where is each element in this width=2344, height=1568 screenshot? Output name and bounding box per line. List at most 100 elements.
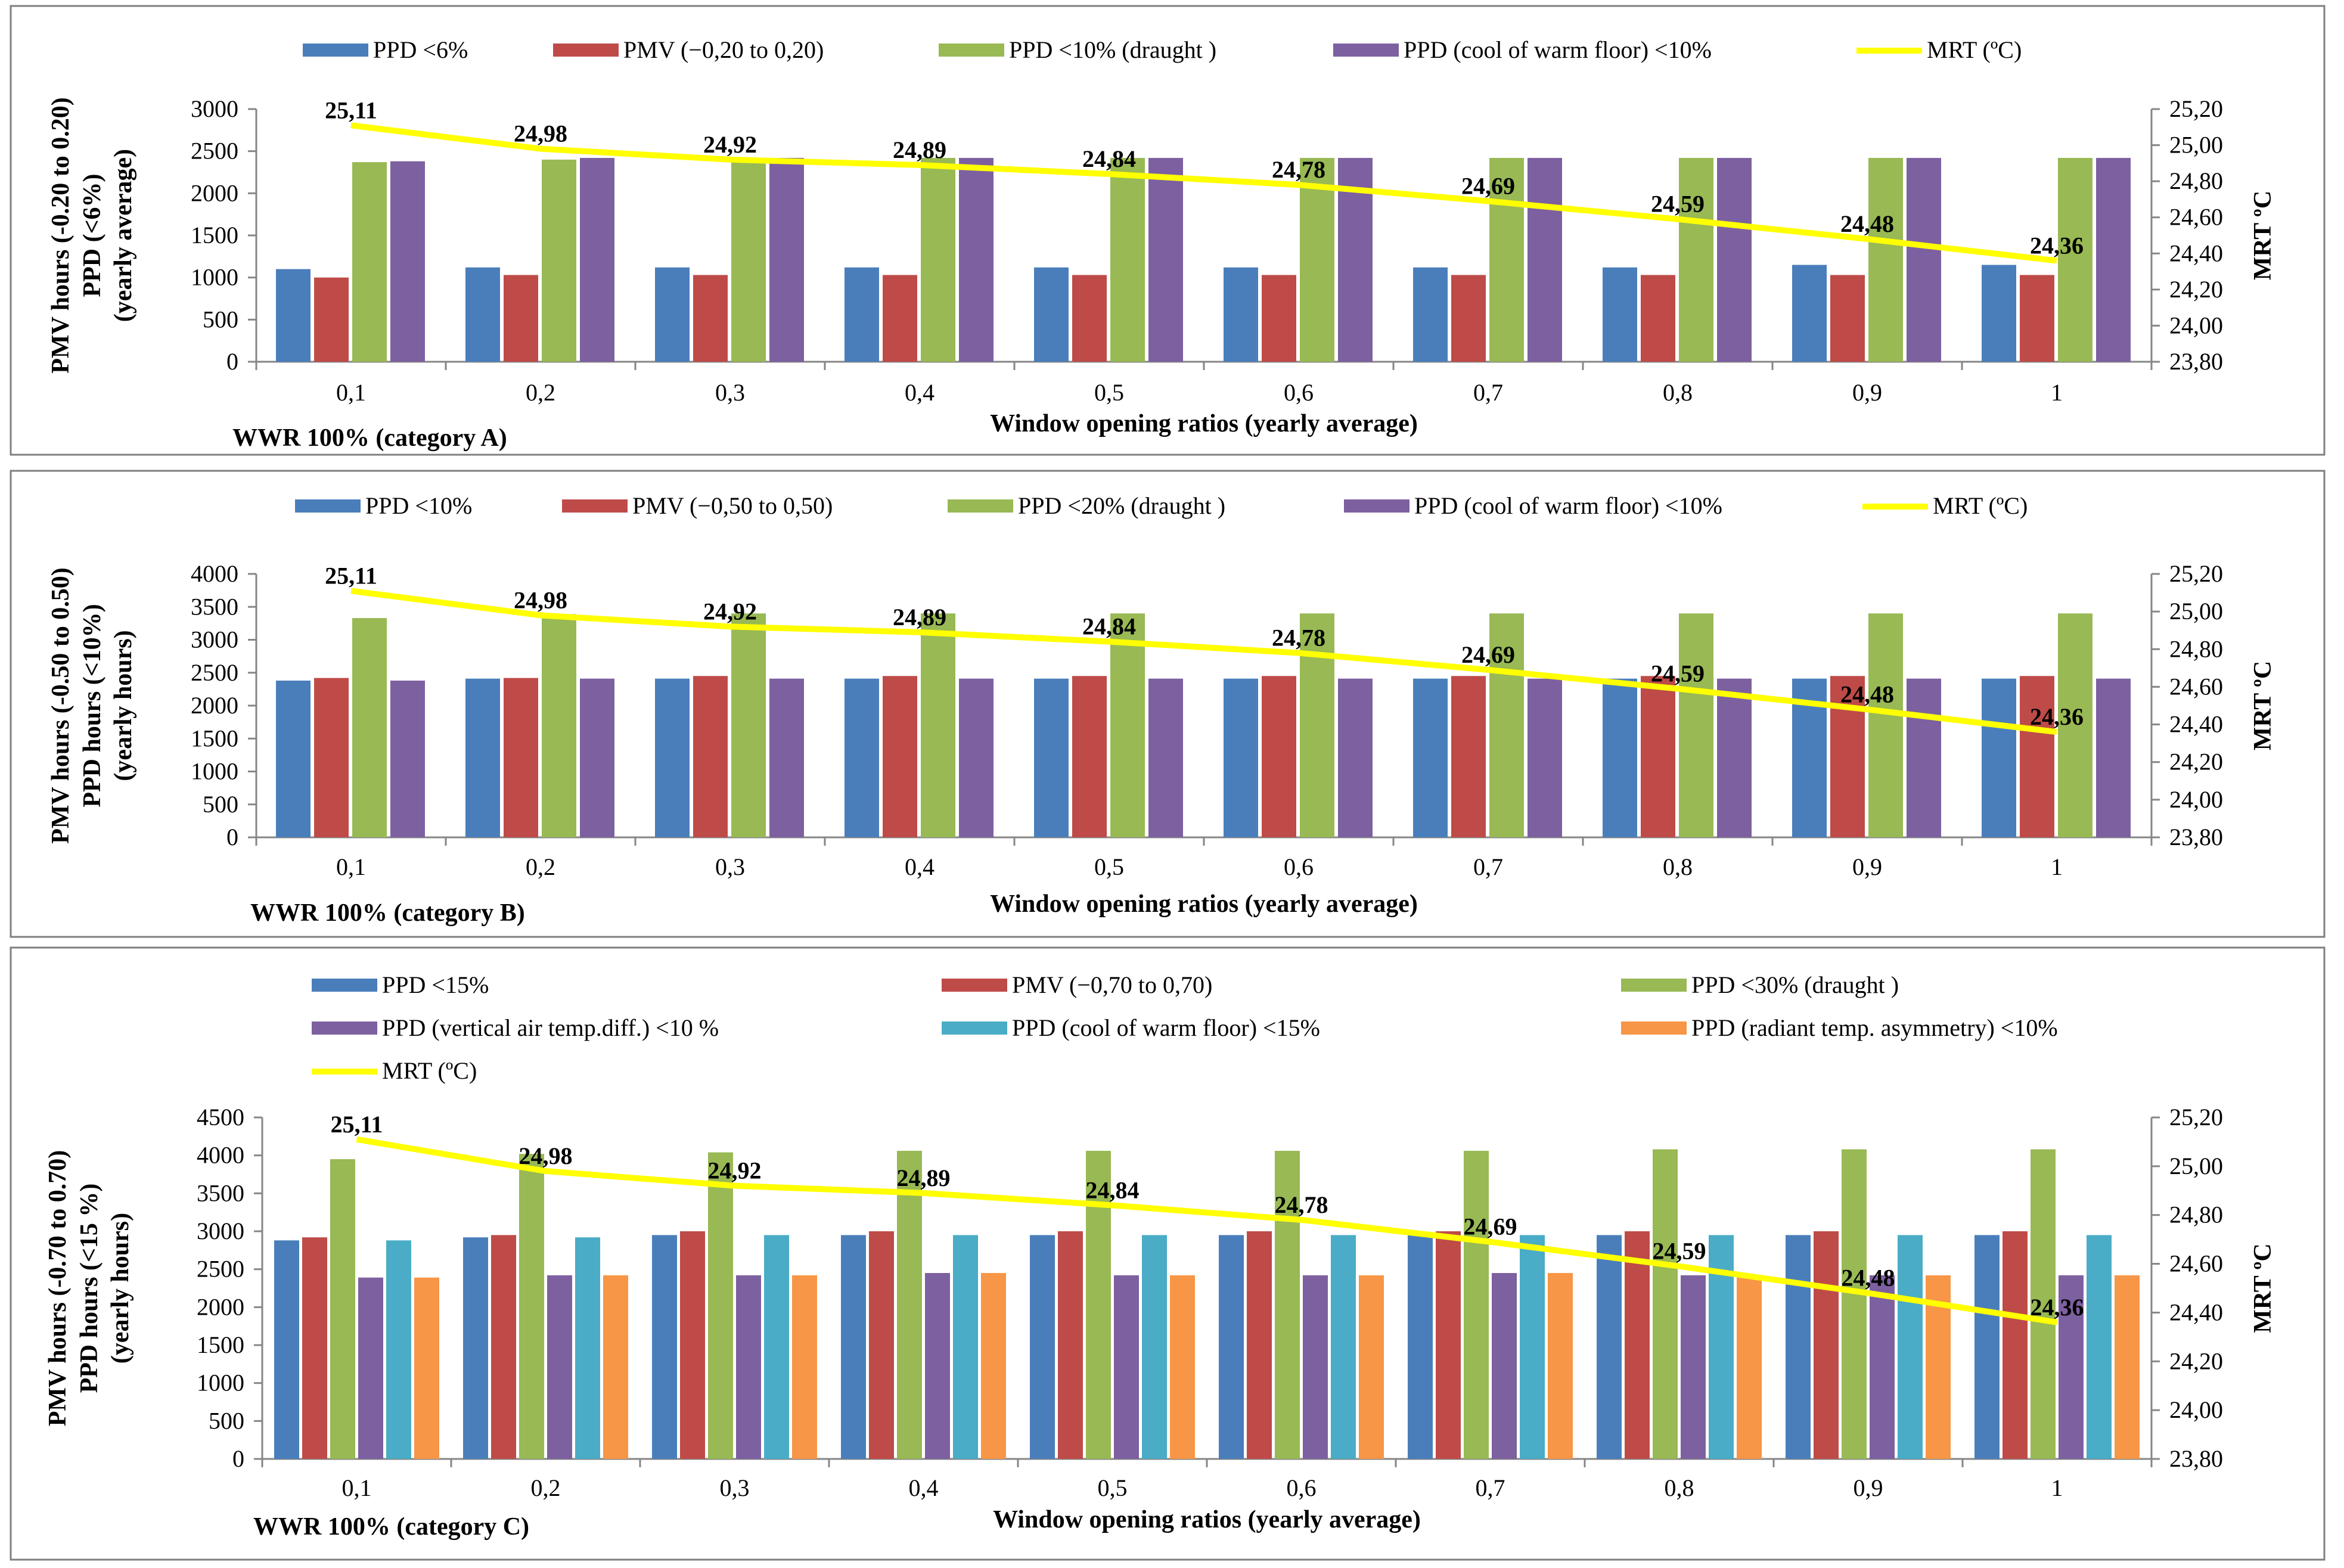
bar	[1814, 1231, 1839, 1459]
bar	[921, 157, 955, 362]
data-label: 24,89	[893, 136, 946, 163]
bar	[2096, 157, 2131, 362]
y-tick-label: 1000	[191, 264, 238, 291]
bar	[1737, 1275, 1762, 1459]
bar	[925, 1273, 950, 1459]
bar	[1300, 157, 1334, 362]
bar	[1148, 157, 1183, 362]
data-label: 24,78	[1272, 625, 1325, 651]
y2-tick-label: 24,00	[2169, 786, 2223, 813]
bar	[921, 613, 955, 837]
bar	[1413, 267, 1448, 362]
bar	[580, 678, 614, 837]
y-axis-title: PMV hours (-0.70 to 0.70)	[44, 1150, 72, 1427]
bar	[352, 162, 387, 362]
bar	[1792, 265, 1827, 362]
bar	[1492, 1273, 1517, 1459]
y-tick-label: 4000	[197, 1142, 244, 1169]
bar	[465, 267, 500, 362]
bar	[680, 1231, 705, 1459]
y-axis-title: (yearly hours)	[110, 630, 137, 781]
x-tick-label: 0,9	[1854, 1474, 1883, 1501]
bar	[1597, 1235, 1622, 1459]
bar	[1982, 265, 2016, 362]
data-label: 24,59	[1653, 1238, 1706, 1265]
bar	[2020, 676, 2054, 837]
data-label: 24,48	[1842, 1265, 1895, 1291]
y-tick-label: 3000	[191, 95, 238, 122]
data-label: 24,92	[703, 131, 757, 158]
data-label: 24,98	[519, 1142, 573, 1169]
mrt-line	[350, 588, 2057, 735]
legend-label: PPD (cool of warm floor) <10%	[1414, 492, 1722, 519]
bar	[1489, 157, 1524, 362]
y2-tick-label: 24,40	[2169, 1299, 2223, 1325]
bar	[2020, 275, 2054, 362]
y-tick-label: 2000	[191, 179, 238, 206]
x-tick-label: 0,8	[1663, 853, 1693, 880]
legend-label: PPD <10% (draught )	[1009, 36, 1216, 63]
mrt-line	[350, 122, 2057, 264]
bar	[330, 1159, 355, 1459]
x-tick-label: 0,1	[342, 1474, 372, 1501]
legend-label: PPD (cool of warm floor) <15%	[1012, 1014, 1320, 1041]
bar	[276, 269, 311, 362]
bar	[1148, 678, 1183, 837]
bar	[1072, 676, 1107, 837]
y2-axis-title: MRT ºC	[2249, 661, 2277, 750]
bar	[869, 1231, 894, 1459]
bar	[769, 157, 804, 362]
y-tick-label: 0	[226, 824, 238, 850]
legend-swatch	[1621, 1021, 1687, 1035]
bar	[1030, 1235, 1055, 1459]
bar	[764, 1235, 789, 1459]
chart-panel-2: 0 500 1000 1500 2000 2500 3000 3500 4000 23,80 24,…	[10, 470, 2326, 938]
data-label: 24,36	[2030, 703, 2084, 730]
bar	[693, 275, 728, 362]
legend-swatch	[553, 44, 619, 57]
bar	[352, 618, 387, 837]
x-axis-title: Window opening ratios (yearly average)	[990, 410, 1418, 437]
bar	[1034, 678, 1069, 837]
legend-label: PMV (−0,50 to 0,50)	[632, 492, 833, 519]
data-label: 24,78	[1272, 156, 1325, 183]
x-tick-label: 0,4	[909, 1474, 939, 1501]
legend-swatch	[939, 44, 1004, 57]
data-label: 24,84	[1082, 145, 1136, 172]
bar	[1247, 1231, 1272, 1459]
bar	[1830, 676, 1865, 837]
x-tick-label: 0,3	[715, 379, 745, 406]
y2-tick-label: 24,60	[2169, 204, 2223, 231]
bar	[1717, 678, 1752, 837]
x-tick-label: 0,2	[526, 379, 555, 406]
y-tick-label: 4000	[191, 560, 238, 587]
y2-tick-label: 25,00	[2169, 598, 2223, 625]
data-label: 24,36	[2030, 232, 2084, 259]
data-label: 24,48	[1840, 210, 1894, 237]
bar	[542, 159, 576, 362]
y2-tick-label: 25,00	[2169, 132, 2223, 159]
bar	[1262, 676, 1296, 837]
y2-axis-title: MRT ºC	[2249, 191, 2277, 280]
bar	[2096, 678, 2131, 837]
bar	[519, 1154, 544, 1459]
y2-tick-label: 25,20	[2169, 1104, 2223, 1131]
legend-swatch	[1621, 979, 1687, 992]
y-tick-label: 1500	[191, 222, 238, 249]
bar	[1520, 1235, 1545, 1459]
y-axis-title: PMV hours (-0.20 to 0.20)	[47, 97, 74, 374]
bar	[1641, 275, 1675, 362]
mrt-line	[356, 1136, 2058, 1325]
x-tick-label: 0,5	[1094, 379, 1124, 406]
y2-tick-label: 25,20	[2169, 95, 2223, 122]
y2-tick-label: 25,00	[2169, 1153, 2223, 1179]
y2-tick-label: 24,80	[2169, 635, 2223, 662]
data-label: 24,48	[1840, 681, 1894, 707]
bar	[1034, 267, 1069, 362]
bar	[2058, 613, 2092, 837]
x-tick-label: 0,2	[526, 853, 555, 880]
data-label: 24,98	[514, 586, 567, 613]
bar	[547, 1275, 572, 1459]
data-label: 24,69	[1461, 172, 1515, 199]
bar	[1548, 1273, 1573, 1459]
